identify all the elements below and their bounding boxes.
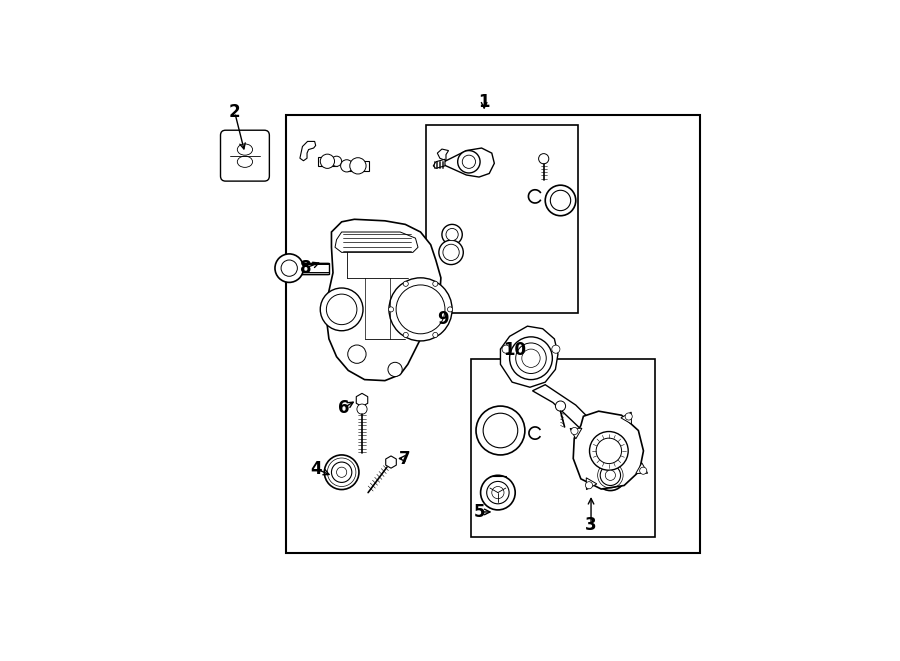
Circle shape <box>640 467 647 475</box>
Circle shape <box>596 438 622 463</box>
Circle shape <box>481 475 515 510</box>
Circle shape <box>538 153 549 164</box>
Circle shape <box>585 482 592 489</box>
Polygon shape <box>586 478 597 490</box>
Polygon shape <box>335 232 418 253</box>
Circle shape <box>491 486 504 498</box>
Polygon shape <box>442 148 494 177</box>
Polygon shape <box>327 219 441 381</box>
Polygon shape <box>433 159 445 169</box>
Bar <box>472 360 654 537</box>
Circle shape <box>327 294 357 325</box>
Ellipse shape <box>238 144 253 155</box>
Text: 7: 7 <box>399 449 410 467</box>
Circle shape <box>433 282 437 286</box>
Circle shape <box>550 190 571 211</box>
Circle shape <box>439 240 464 264</box>
Circle shape <box>388 362 402 377</box>
Polygon shape <box>386 456 396 468</box>
Polygon shape <box>300 141 316 161</box>
Polygon shape <box>437 149 448 161</box>
Circle shape <box>403 282 409 286</box>
Circle shape <box>347 345 366 364</box>
Circle shape <box>281 260 297 276</box>
Circle shape <box>545 185 576 215</box>
Circle shape <box>389 307 393 312</box>
Circle shape <box>509 337 553 379</box>
Polygon shape <box>635 463 648 473</box>
Polygon shape <box>533 385 622 484</box>
Bar <box>426 125 579 313</box>
Text: 3: 3 <box>585 516 597 533</box>
Circle shape <box>350 158 366 174</box>
Circle shape <box>483 413 518 447</box>
Text: 10: 10 <box>503 341 526 359</box>
Circle shape <box>606 470 616 481</box>
Text: 1: 1 <box>479 93 490 111</box>
Circle shape <box>275 254 303 282</box>
Polygon shape <box>500 326 558 387</box>
Circle shape <box>331 462 352 483</box>
Text: 8: 8 <box>301 258 311 277</box>
Circle shape <box>320 288 363 330</box>
Ellipse shape <box>238 156 253 167</box>
Polygon shape <box>289 262 328 274</box>
Circle shape <box>331 156 342 167</box>
Circle shape <box>433 332 437 338</box>
Circle shape <box>324 455 359 490</box>
Polygon shape <box>621 412 632 424</box>
Polygon shape <box>573 411 643 489</box>
Circle shape <box>320 154 335 169</box>
Circle shape <box>396 285 445 334</box>
Circle shape <box>590 432 628 470</box>
Circle shape <box>446 229 458 241</box>
Circle shape <box>516 343 546 373</box>
FancyBboxPatch shape <box>220 130 269 181</box>
Circle shape <box>463 155 475 169</box>
Circle shape <box>443 244 459 260</box>
Circle shape <box>571 428 578 434</box>
Circle shape <box>552 345 560 353</box>
Text: 6: 6 <box>338 399 350 416</box>
Polygon shape <box>318 157 337 166</box>
Polygon shape <box>346 161 369 171</box>
Text: 2: 2 <box>229 103 240 122</box>
Polygon shape <box>356 393 368 407</box>
Circle shape <box>476 406 525 455</box>
Circle shape <box>600 465 621 485</box>
Bar <box>285 115 700 553</box>
Circle shape <box>337 467 347 477</box>
Circle shape <box>595 460 625 490</box>
Circle shape <box>502 345 510 353</box>
Circle shape <box>340 160 353 172</box>
Text: 5: 5 <box>473 503 485 521</box>
Circle shape <box>403 332 409 338</box>
Text: 4: 4 <box>310 459 322 478</box>
Circle shape <box>357 404 367 414</box>
Circle shape <box>487 481 509 504</box>
Circle shape <box>458 151 480 173</box>
Circle shape <box>555 401 565 411</box>
Circle shape <box>626 413 633 420</box>
Circle shape <box>522 349 540 368</box>
Polygon shape <box>570 428 582 439</box>
Circle shape <box>447 307 453 312</box>
Circle shape <box>389 278 452 341</box>
Text: 9: 9 <box>437 309 449 328</box>
Circle shape <box>442 224 463 245</box>
